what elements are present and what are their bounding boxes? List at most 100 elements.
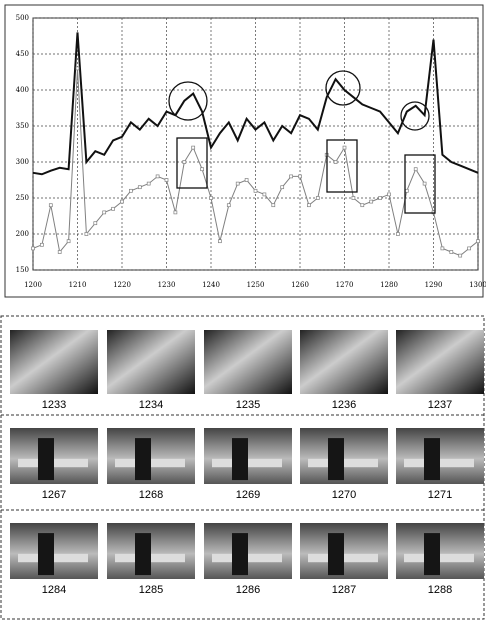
frame-detail: [328, 438, 344, 480]
data-marker: [147, 182, 150, 185]
data-marker: [361, 204, 364, 207]
figure: 150 200 250 300 350 400 450 500 1200 1210 1220 1230…: [0, 0, 486, 621]
frame-detail: [232, 438, 248, 480]
frame-label: 1288: [428, 584, 452, 596]
data-marker: [227, 204, 230, 207]
data-marker: [156, 175, 159, 178]
data-marker: [334, 161, 337, 164]
data-marker: [138, 186, 141, 189]
x-tick-label: 1280: [380, 281, 398, 289]
frame-detail: [232, 533, 248, 575]
data-marker: [245, 179, 248, 182]
data-marker: [441, 247, 444, 250]
data-marker: [94, 222, 97, 225]
y-tick-label: 350: [16, 122, 29, 130]
frame-label: 1269: [236, 489, 260, 501]
y-tick-label: 400: [16, 86, 29, 94]
data-marker: [477, 240, 480, 243]
highlight-box: [327, 140, 357, 192]
data-marker: [85, 233, 88, 236]
frame-label: 1233: [42, 399, 66, 411]
frame-detail: [38, 438, 54, 480]
data-marker: [396, 233, 399, 236]
frame-thumbnail: [204, 330, 292, 394]
frame-label: 1271: [428, 489, 452, 501]
data-marker: [263, 193, 266, 196]
data-marker: [352, 197, 355, 200]
data-marker: [174, 211, 177, 214]
data-marker: [423, 182, 426, 185]
highlight-circle: [169, 82, 207, 120]
frame-label: 1234: [139, 399, 163, 411]
frame-thumbnail: [10, 330, 98, 394]
data-marker: [370, 200, 373, 203]
page: {"chart_data": {"type": "line", "x": [12…: [0, 0, 486, 621]
frame-label: 1270: [332, 489, 356, 501]
data-marker: [405, 189, 408, 192]
x-tick-label: 1200: [24, 281, 42, 289]
data-marker: [76, 67, 79, 70]
data-marker: [32, 247, 35, 250]
data-marker: [236, 182, 239, 185]
data-marker: [272, 204, 275, 207]
frame-detail: [135, 533, 151, 575]
x-tick-label: 1260: [291, 281, 309, 289]
data-marker: [201, 168, 204, 171]
frame-thumbnail: [396, 330, 484, 394]
x-tick-label: 1250: [247, 281, 265, 289]
frame-detail: [424, 438, 440, 480]
x-tick-label: 1230: [158, 281, 176, 289]
data-marker: [121, 200, 124, 203]
y-tick-label: 300: [16, 158, 29, 166]
y-tick-label: 200: [16, 230, 29, 238]
frame-label: 1267: [42, 489, 66, 501]
data-marker: [307, 204, 310, 207]
frame-thumbnail: [107, 330, 195, 394]
frame-label: 1284: [42, 584, 66, 596]
data-marker: [290, 175, 293, 178]
x-tick-label: 1300: [469, 281, 486, 289]
frame-detail: [135, 438, 151, 480]
data-marker: [218, 240, 221, 243]
y-tick-label: 500: [16, 14, 29, 22]
x-tick-label: 1210: [69, 281, 87, 289]
data-marker: [316, 197, 319, 200]
data-marker: [183, 161, 186, 164]
frame-label: 1237: [428, 399, 452, 411]
data-marker: [281, 186, 284, 189]
frame-label: 1285: [139, 584, 163, 596]
x-tick-label: 1240: [202, 281, 220, 289]
y-tick-label: 250: [16, 194, 29, 202]
frame-label: 1286: [236, 584, 260, 596]
data-marker: [210, 197, 213, 200]
frame-label: 1236: [332, 399, 356, 411]
data-marker: [112, 207, 115, 210]
data-marker: [414, 168, 417, 171]
data-marker: [67, 240, 70, 243]
x-tick-label: 1220: [113, 281, 131, 289]
data-marker: [40, 243, 43, 246]
x-tick-label: 1290: [425, 281, 443, 289]
frame-thumbnail: [300, 330, 388, 394]
frame-label: 1235: [236, 399, 260, 411]
data-marker: [254, 189, 257, 192]
frame-detail: [38, 533, 54, 575]
data-marker: [459, 254, 462, 257]
data-marker: [49, 204, 52, 207]
frame-detail: [328, 533, 344, 575]
data-marker: [450, 251, 453, 254]
data-marker: [192, 146, 195, 149]
data-marker: [165, 179, 168, 182]
y-tick-label: 150: [16, 266, 29, 274]
y-tick-label: 450: [16, 50, 29, 58]
frame-detail: [424, 533, 440, 575]
frame-label: 1287: [332, 584, 356, 596]
x-tick-label: 1270: [336, 281, 354, 289]
frame-label: 1268: [139, 489, 163, 501]
data-marker: [299, 175, 302, 178]
data-marker: [58, 251, 61, 254]
data-marker: [379, 197, 382, 200]
data-marker: [129, 189, 132, 192]
data-marker: [468, 247, 471, 250]
data-marker: [103, 211, 106, 214]
